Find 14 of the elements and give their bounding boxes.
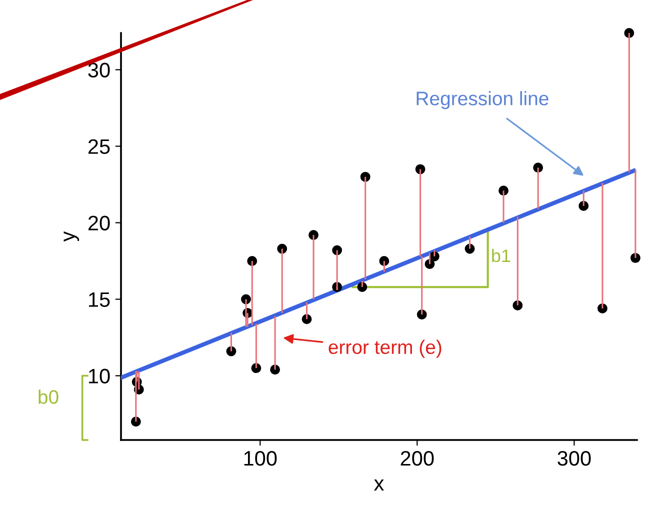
x-tick-label: 100 [244, 450, 277, 466]
x-tick-label: 300 [558, 450, 591, 466]
y-tick-label: 25 [88, 139, 110, 154]
x-axis-title: x [374, 479, 384, 490]
y-tick-label: 15 [89, 292, 110, 307]
annotation: Regression line [416, 91, 548, 110]
annotation: b1 [492, 248, 510, 262]
y-tick-label: 20 [88, 216, 110, 230]
text: b0 [38, 390, 58, 404]
annotation: error term (e) [328, 340, 442, 358]
x-tick-label: 200 [400, 450, 434, 466]
y-tick-label: 30 [88, 62, 110, 78]
y-tick-label: 10 [89, 368, 110, 384]
y-axis-title: y [64, 231, 80, 242]
